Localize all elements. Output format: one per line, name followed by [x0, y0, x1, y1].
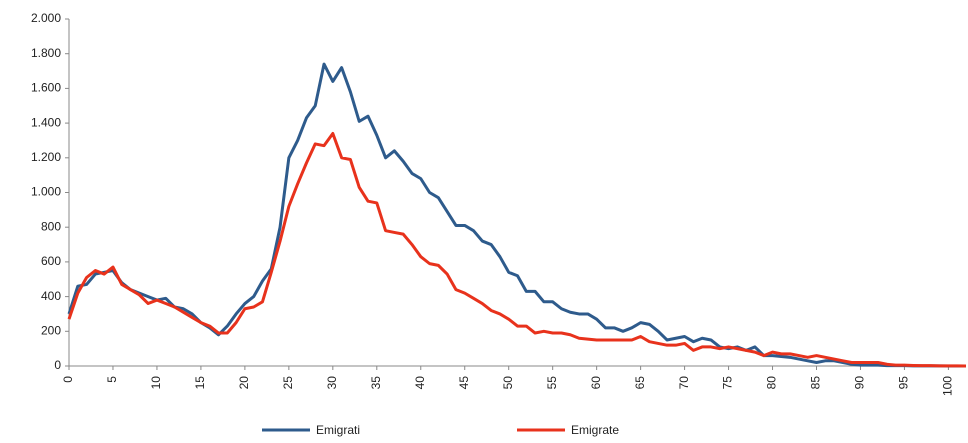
x-tick-label: 70 — [677, 376, 691, 390]
y-tick-label: 1.200 — [31, 150, 61, 164]
x-tick-label: 25 — [281, 376, 295, 390]
x-tick-label: 95 — [897, 376, 911, 390]
y-tick-label: 400 — [41, 289, 61, 303]
x-tick-label: 0 — [61, 376, 75, 383]
x-tick-label: 40 — [413, 376, 427, 390]
x-tick-label: 75 — [721, 376, 735, 390]
legend-label: Emigrati — [316, 423, 360, 437]
x-tick-label: 55 — [545, 376, 559, 390]
x-tick-label: 100 — [941, 376, 955, 396]
line-series — [67, 62, 966, 368]
y-tick-label: 1.600 — [31, 81, 61, 95]
line-series — [67, 132, 967, 368]
y-tick-label: 1.800 — [31, 46, 61, 60]
y-tick-label: 2.000 — [31, 11, 61, 25]
y-tick-label: 800 — [41, 219, 61, 233]
legend-label: Emigrate — [571, 423, 619, 437]
x-tick-label: 90 — [853, 376, 867, 390]
x-tick-label: 60 — [589, 376, 603, 390]
x-tick-label: 80 — [765, 376, 779, 390]
x-tick-label: 85 — [809, 376, 823, 390]
x-tick-label: 65 — [633, 376, 647, 390]
y-tick-label: 0 — [54, 358, 61, 372]
x-tick-label: 5 — [105, 376, 119, 383]
x-tick-label: 50 — [501, 376, 515, 390]
y-tick-label: 1.000 — [31, 185, 61, 199]
x-tick-label: 30 — [325, 376, 339, 390]
x-tick-label: 35 — [369, 376, 383, 390]
x-tick-label: 20 — [237, 376, 251, 390]
y-tick-label: 200 — [41, 323, 61, 337]
y-tick-label: 600 — [41, 254, 61, 268]
x-tick-label: 45 — [457, 376, 471, 390]
x-tick-label: 10 — [149, 376, 163, 390]
y-tick-label: 1.400 — [31, 115, 61, 129]
x-tick-label: 15 — [193, 376, 207, 390]
